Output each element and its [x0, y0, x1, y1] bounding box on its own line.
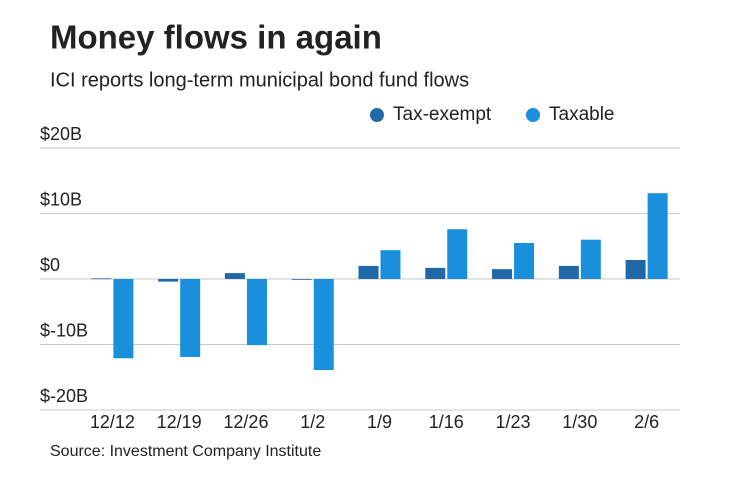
bar — [224, 273, 245, 279]
bar — [380, 250, 401, 279]
y-tick-label: $-10B — [40, 320, 88, 340]
bar — [291, 279, 312, 280]
x-tick-label: 2/6 — [634, 412, 659, 432]
bar — [358, 265, 379, 279]
bar — [647, 193, 668, 279]
legend-label: Tax-exempt — [393, 104, 492, 125]
y-tick-label: $-20B — [40, 386, 88, 406]
bar — [313, 279, 334, 371]
x-tick-label: 1/30 — [562, 412, 597, 432]
chart-subtitle: ICI reports long-term municipal bond fun… — [50, 69, 469, 91]
bar — [180, 279, 201, 357]
y-tick-label: $10B — [40, 189, 82, 209]
bar — [514, 242, 535, 279]
bar — [425, 267, 446, 279]
x-tick-label: 12/12 — [90, 412, 135, 432]
bar — [558, 265, 579, 279]
x-tick-label: 1/9 — [367, 412, 392, 432]
bar — [113, 279, 134, 359]
bar — [246, 279, 267, 346]
bar — [580, 239, 601, 279]
x-tick-label: 1/23 — [496, 412, 531, 432]
bar — [158, 279, 179, 282]
bar — [447, 229, 468, 279]
bar — [91, 278, 112, 280]
legend-marker — [370, 108, 384, 122]
y-tick-label: $20B — [40, 124, 82, 144]
x-tick-label: 12/26 — [223, 412, 268, 432]
y-tick-label: $0 — [40, 255, 60, 275]
x-tick-label: 12/19 — [157, 412, 202, 432]
legend-label: Taxable — [549, 104, 615, 125]
bar — [492, 269, 513, 279]
x-tick-label: 1/2 — [300, 412, 325, 432]
bar — [625, 260, 646, 279]
source: Source: Investment Company Institute — [50, 443, 321, 460]
chart-title: Money flows in again — [50, 19, 382, 56]
legend-marker — [526, 108, 540, 122]
x-tick-label: 1/16 — [429, 412, 464, 432]
